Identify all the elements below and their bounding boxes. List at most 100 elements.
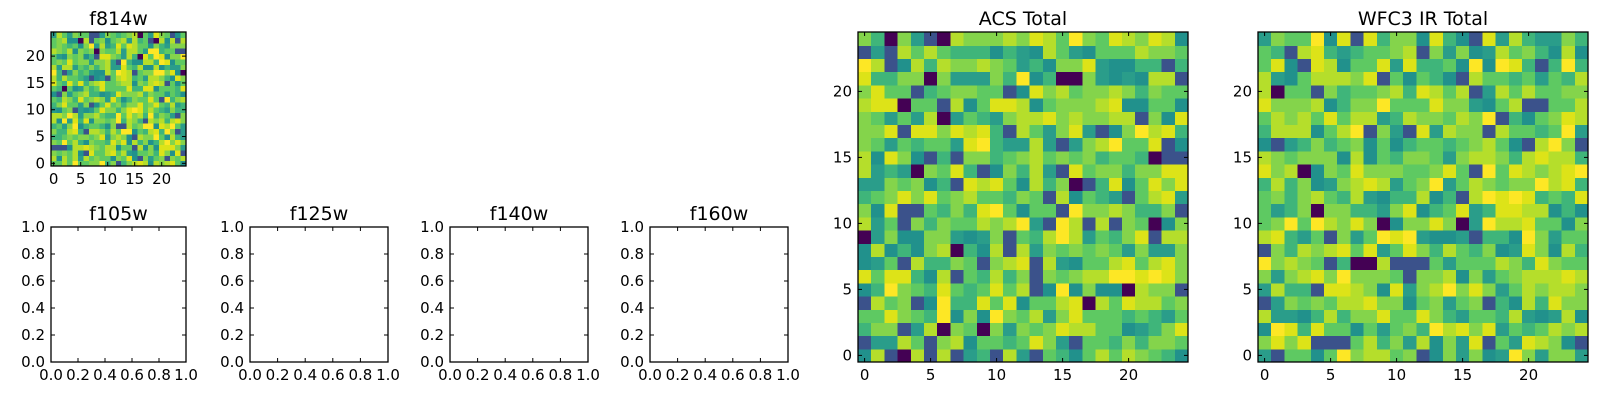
heatmap-cell: [1337, 58, 1351, 73]
heatmap-cell: [1297, 335, 1312, 350]
heatmap-cell: [1122, 32, 1136, 46]
heatmap-cell: [78, 123, 84, 130]
heatmap-cell: [121, 80, 128, 87]
heatmap-cell: [56, 101, 63, 108]
heatmap-cell: [1324, 269, 1338, 284]
heatmap-cell: [132, 48, 138, 55]
heatmap-cell: [1108, 84, 1123, 99]
heatmap-cell: [897, 296, 912, 310]
heatmap-cell: [56, 112, 63, 119]
heatmap-cell: [1495, 177, 1510, 191]
heatmap-cell: [1122, 296, 1136, 310]
heatmap-cell: [56, 139, 63, 146]
heatmap-cell: [1561, 137, 1576, 152]
heatmap-cell: [1482, 98, 1497, 112]
heatmap-cell: [1390, 150, 1404, 165]
heatmap-cell: [1042, 177, 1057, 191]
heatmap-cell: [1082, 32, 1097, 46]
y-tick-label: 5: [35, 128, 45, 146]
heatmap-cell: [990, 309, 1004, 323]
heatmap-cell: [175, 117, 182, 124]
heatmap-cell: [1297, 124, 1312, 139]
heatmap-cell: [1029, 322, 1044, 337]
heatmap-cell: [72, 80, 79, 87]
heatmap-cell: [1482, 296, 1497, 310]
heatmap-cell: [148, 155, 155, 162]
heatmap-cell: [1469, 309, 1483, 323]
heatmap-cell: [1508, 190, 1523, 205]
heatmap-cell: [180, 117, 187, 124]
heatmap-cell: [1535, 124, 1549, 139]
heatmap-cell: [1069, 335, 1083, 350]
heatmap-cell: [1082, 256, 1097, 271]
f814w-heatmap: [51, 32, 187, 167]
heatmap-cell: [83, 160, 90, 167]
heatmap-cell: [1522, 216, 1536, 231]
heatmap-cell: [1161, 71, 1176, 86]
heatmap-cell: [1069, 164, 1083, 178]
heatmap-cell: [1069, 98, 1083, 112]
heatmap-cell: [1469, 164, 1483, 178]
heatmap-cell: [94, 53, 101, 60]
heatmap-cell: [164, 117, 171, 124]
heatmap-cell: [1456, 216, 1470, 231]
heatmap-cell: [115, 90, 122, 97]
heatmap-cell: [1337, 137, 1351, 152]
heatmap-cell: [1271, 150, 1285, 165]
heatmap-cell: [1561, 296, 1576, 310]
heatmap-cell: [132, 139, 138, 146]
heatmap-cell: [1442, 348, 1457, 363]
heatmap-cell: [1258, 243, 1272, 257]
heatmap-cell: [910, 269, 925, 284]
heatmap-cell: [88, 117, 95, 124]
heatmap-cell: [1174, 230, 1189, 244]
heatmap-cell: [1574, 230, 1589, 244]
heatmap-cell: [1258, 309, 1272, 323]
x-tick-label: 1.0: [576, 366, 600, 384]
heatmap-cell: [1016, 216, 1031, 231]
heatmap-cell: [142, 117, 149, 124]
heatmap-cell: [94, 107, 101, 113]
heatmap-cell: [169, 53, 176, 60]
heatmap-cell: [1148, 111, 1163, 125]
heatmap-cell: [910, 216, 925, 231]
heatmap-cell: [1324, 203, 1338, 218]
heatmap-cell: [1284, 45, 1299, 59]
heatmap-cell: [1535, 269, 1549, 284]
heatmap-cell: [1350, 111, 1365, 125]
heatmap-cell: [1042, 282, 1057, 297]
heatmap-cell: [884, 243, 899, 257]
heatmap-cell: [1324, 111, 1338, 125]
heatmap-cell: [990, 164, 1004, 178]
heatmap-cell: [121, 107, 128, 113]
x-tick-label: 0.4: [93, 366, 117, 384]
heatmap-cell: [924, 45, 938, 59]
heatmap-cell: [1095, 322, 1110, 337]
heatmap-cell: [1122, 98, 1136, 112]
heatmap-cell: [1403, 269, 1417, 284]
heatmap-cell: [175, 144, 182, 151]
heatmap-cell: [110, 37, 117, 44]
heatmap-cell: [142, 96, 149, 103]
heatmap-cell: [1442, 177, 1457, 191]
heatmap-cell: [78, 80, 84, 87]
heatmap-cell: [51, 58, 57, 65]
heatmap-cell: [94, 139, 101, 146]
y-tick-label: 20: [833, 82, 852, 100]
heatmap-cell: [110, 80, 117, 87]
heatmap-cell: [1148, 45, 1163, 59]
heatmap-cell: [1297, 71, 1312, 86]
heatmap-cell: [99, 42, 106, 49]
heatmap-cell: [142, 149, 149, 156]
heatmap-cell: [1108, 203, 1123, 218]
heatmap-cell: [1284, 137, 1299, 152]
heatmap-cell: [121, 58, 128, 65]
heatmap-cell: [1016, 177, 1031, 191]
heatmap-cell: [121, 32, 128, 38]
heatmap-cell: [1042, 137, 1057, 152]
heatmap-cell: [1148, 71, 1163, 86]
heatmap-cell: [126, 64, 133, 71]
heatmap-cell: [1456, 71, 1470, 86]
heatmap-cell: [1574, 32, 1589, 46]
heatmap-cell: [99, 69, 106, 76]
